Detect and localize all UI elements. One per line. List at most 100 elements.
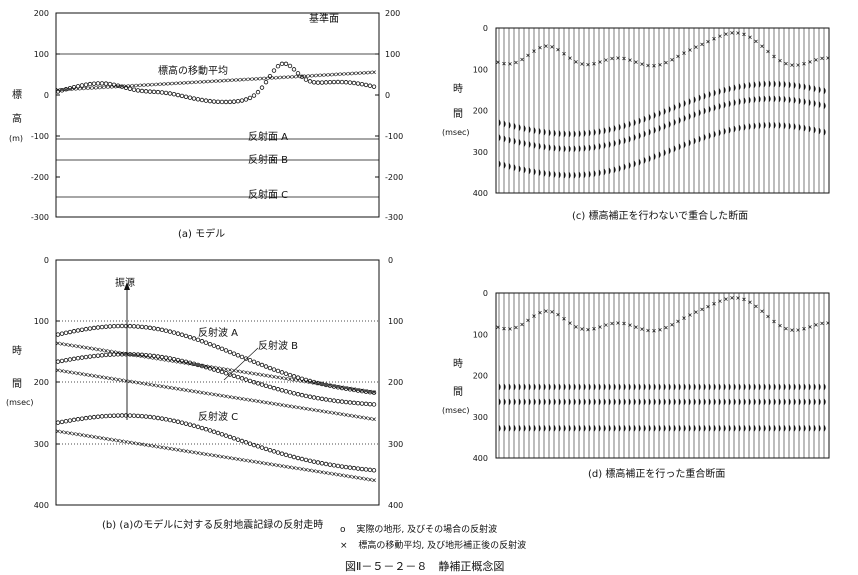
corrected-reflection-point (168, 385, 172, 390)
reflection-wavelet (673, 119, 676, 126)
corrected-reflection-point (320, 382, 324, 387)
reflection-point (203, 340, 209, 345)
elevation-point (532, 314, 536, 318)
label-datum: 基準面 (309, 14, 339, 25)
reflection-wavelet (653, 383, 656, 391)
corrected-reflection-point (340, 473, 344, 478)
reflection-wavelet (713, 425, 716, 432)
corrected-reflection-point (288, 377, 292, 382)
reflection-wavelet (798, 82, 801, 90)
reflection-wavelet (758, 81, 761, 88)
corrected-reflection-point (328, 471, 332, 476)
reflection-point (263, 383, 269, 388)
reflection-wavelet (698, 94, 701, 102)
corrected-reflection-point (96, 347, 100, 352)
corrected-reflection-point (200, 451, 204, 456)
tick-label: 100 (473, 330, 488, 339)
reflection-point (367, 401, 373, 407)
reflection-wavelet (743, 425, 746, 432)
elevation-point (628, 323, 632, 327)
label-moving-average: 標高の移動平均 (158, 66, 228, 77)
reflection-wavelet (618, 398, 621, 406)
reflection-wavelet (603, 425, 606, 432)
corrected-reflection-point (296, 378, 300, 383)
reflection-point (99, 324, 105, 330)
corrected-reflection-point (84, 345, 88, 350)
elevation-point (676, 319, 680, 324)
corrected-reflection-point (332, 384, 336, 388)
reflection-wavelet (713, 104, 716, 112)
elevation-point (790, 328, 794, 332)
reflection-point (299, 456, 305, 462)
corrected-reflection-point (132, 441, 136, 445)
elevation-point (760, 309, 764, 314)
reflection-wavelet (553, 171, 556, 178)
ylabel-b-1: 時 (12, 346, 22, 357)
ylabel-d-2: 間 (453, 387, 463, 398)
moving-average-point (100, 85, 104, 90)
moving-average-point (108, 85, 112, 89)
corrected-reflection-point (252, 398, 256, 403)
reflection-point (67, 329, 73, 335)
corrected-reflection-point (364, 477, 368, 481)
reflection-point (139, 324, 145, 330)
reflection-wavelet (508, 383, 511, 391)
corrected-reflection-point (292, 465, 296, 470)
ylabel-d-1: 時 (453, 359, 463, 370)
terrain-point (195, 97, 201, 102)
terrain-point (131, 87, 137, 92)
reflection-wavelet (708, 425, 711, 432)
moving-average-point (76, 86, 80, 91)
reflection-point (351, 400, 357, 406)
reflection-point (351, 465, 357, 471)
moving-average-point (212, 79, 216, 84)
reflection-wavelet (803, 124, 806, 132)
reflection-wavelet (643, 383, 646, 391)
terrain-point (303, 77, 309, 82)
corrected-reflection-point (92, 347, 96, 351)
terrain-point (263, 79, 269, 85)
moving-average-point (68, 87, 72, 92)
corrected-reflection-point (224, 394, 228, 399)
corrected-reflection-point (136, 380, 140, 385)
reflection-wavelet (783, 122, 786, 129)
moving-average-point (240, 77, 244, 82)
terrain-point (243, 97, 249, 102)
reflection-wavelet (708, 91, 711, 98)
elevation-point (580, 62, 584, 66)
moving-average-point (236, 78, 240, 82)
reflection-wavelet (583, 383, 586, 391)
reflection-point (275, 450, 281, 455)
reflection-wavelet (763, 95, 766, 103)
corrected-reflection-point (140, 354, 144, 359)
moving-average-point (356, 71, 360, 76)
reflection-point (243, 440, 249, 445)
terrain-point (151, 89, 157, 95)
reflection-wavelet (643, 115, 646, 123)
terrain-point (355, 81, 361, 86)
reflection-wavelet (613, 166, 616, 173)
terrain-point (75, 84, 81, 89)
reflection-wavelet (638, 425, 641, 432)
terrain-point (275, 63, 281, 69)
elevation-point (688, 48, 692, 52)
moving-average-point (204, 79, 208, 84)
moving-average-point (256, 76, 260, 81)
corrected-reflection-point (128, 352, 132, 357)
reflection-wavelet (808, 425, 811, 432)
corrected-reflection-point (304, 379, 308, 384)
moving-average-point (280, 75, 284, 80)
corrected-reflection-point (208, 391, 212, 396)
reflection-point (111, 413, 117, 418)
elevation-point (646, 63, 650, 68)
reflection-point (191, 361, 197, 367)
corrected-reflection-point (236, 369, 240, 374)
corrected-reflection-point (220, 454, 224, 459)
reflection-wavelet (763, 122, 766, 129)
corrected-reflection-point (220, 366, 224, 371)
reflection-point (55, 420, 61, 425)
reflection-wavelet (528, 398, 531, 406)
corrected-reflection-point (112, 438, 116, 442)
reflection-wavelet (738, 124, 741, 132)
reflection-wavelet (613, 398, 616, 406)
